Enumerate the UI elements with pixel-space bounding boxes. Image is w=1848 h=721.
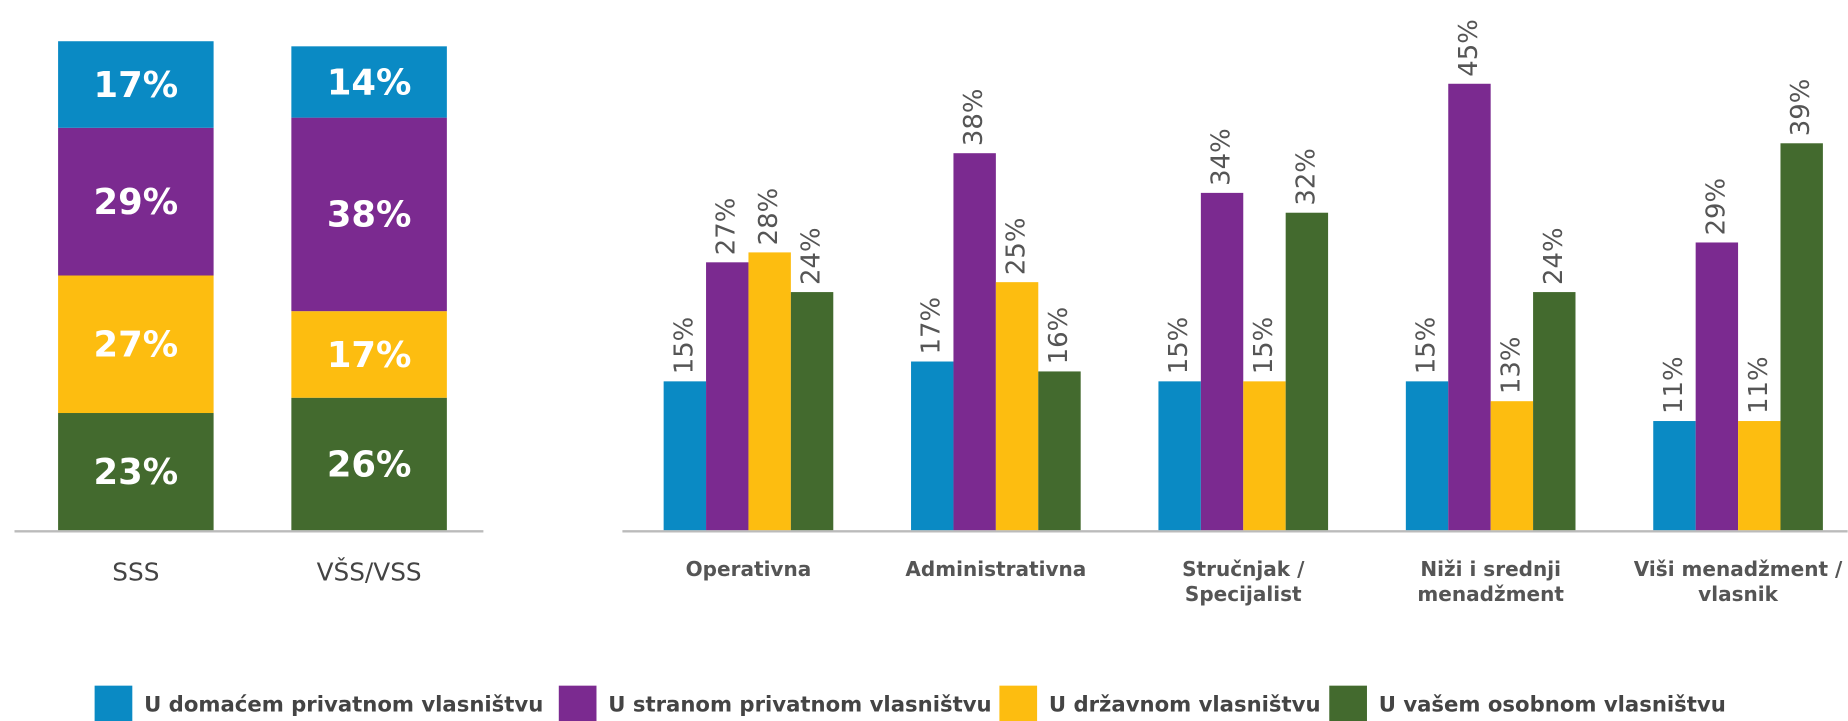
bar <box>790 292 834 531</box>
bar <box>1285 212 1329 531</box>
value-label: 11% <box>1744 356 1774 414</box>
bar-segment <box>291 117 447 312</box>
bar <box>1038 371 1081 531</box>
x-tick-label: Viši menadžment / vlasnik <box>1633 558 1843 607</box>
value-label: 26% <box>327 444 412 485</box>
value-label: 24% <box>797 227 827 285</box>
value-label: 17% <box>327 335 412 376</box>
value-label: 13% <box>1496 337 1526 395</box>
legend-swatch <box>1329 685 1367 721</box>
bar-segment <box>58 413 214 531</box>
value-label: 32% <box>1291 148 1321 206</box>
bar <box>911 361 954 531</box>
bar <box>953 153 996 531</box>
x-tick-label-box: Niži i srednji menadžment <box>1417 558 1564 607</box>
bar <box>663 381 707 531</box>
bar <box>1653 421 1696 531</box>
value-label: 29% <box>1701 178 1731 236</box>
value-label: 38% <box>327 195 412 236</box>
legend-label: U državnom vlasništvu <box>1049 692 1321 717</box>
value-label: 17% <box>94 65 179 106</box>
value-label: 38% <box>959 89 989 147</box>
bar-segment <box>291 397 447 531</box>
value-label: 15% <box>669 317 699 375</box>
bar-segment <box>58 275 214 414</box>
value-label: 17% <box>917 297 947 355</box>
value-label: 39% <box>1786 79 1816 137</box>
x-tick-label-box: Administrativna <box>905 558 1087 582</box>
x-tick-label: Niži i srednji menadžment <box>1417 558 1564 607</box>
bar <box>1490 401 1534 531</box>
value-label: 28% <box>754 188 784 246</box>
legend-label: U domaćem privatnom vlasništvu <box>144 692 543 717</box>
bar-segment <box>58 41 214 128</box>
bar <box>1780 143 1823 531</box>
bar <box>1448 83 1491 531</box>
x-tick-label: VŠS/VSS <box>317 557 422 587</box>
x-tick-label-box: Viši menadžment / vlasnik <box>1633 558 1843 607</box>
bar <box>1200 192 1244 531</box>
value-label: 24% <box>1539 227 1569 285</box>
bar <box>995 282 1039 531</box>
legend-swatch <box>999 685 1038 721</box>
value-label: 23% <box>94 452 179 493</box>
bar <box>1243 381 1286 531</box>
bar <box>706 262 749 531</box>
bar <box>1405 381 1449 531</box>
value-label: 15% <box>1249 317 1279 375</box>
x-tick-label: SSS <box>112 558 159 587</box>
value-label: 14% <box>327 62 412 103</box>
legend-swatch <box>558 685 597 721</box>
bar-segment <box>291 311 447 398</box>
value-label: 25% <box>1002 217 1032 275</box>
bar <box>1158 381 1201 531</box>
value-label: 34% <box>1207 128 1237 186</box>
bar-segment <box>58 127 214 276</box>
bar <box>748 252 791 531</box>
legend-label: U vašem osobnom vlasništvu <box>1379 692 1726 717</box>
value-label: 11% <box>1659 356 1689 414</box>
bar <box>1695 242 1739 531</box>
bar <box>1738 421 1781 531</box>
legend-swatch <box>94 685 133 721</box>
bar <box>1533 292 1576 531</box>
value-label: 45% <box>1454 19 1484 77</box>
value-label: 15% <box>1164 317 1194 375</box>
x-tick-label-box: Operativna <box>685 558 812 582</box>
legend-label: U stranom privatnom vlasništvu <box>608 692 991 717</box>
value-label: 15% <box>1412 317 1442 375</box>
bar-segment <box>291 46 447 118</box>
value-label: 16% <box>1044 307 1074 365</box>
value-label: 27% <box>94 325 179 366</box>
x-tick-label: Operativna <box>685 558 812 582</box>
value-label: 29% <box>94 182 179 223</box>
x-tick-label: Stručnjak / Specijalist <box>1182 558 1305 607</box>
value-label: 27% <box>712 198 742 256</box>
x-tick-label-box: Stručnjak / Specijalist <box>1182 558 1305 607</box>
x-tick-label: Administrativna <box>905 558 1087 582</box>
